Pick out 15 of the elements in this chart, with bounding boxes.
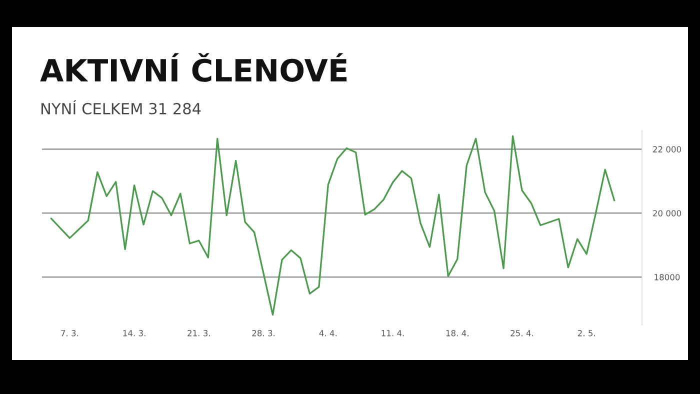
x-tick-label: 18. 4. [446,330,468,336]
chart-subtitle: NYNÍ CELKEM 31 284 [42,100,201,114]
x-tick-label: 25. 4. [510,330,534,336]
x-tick-label: 11. 4. [382,330,404,336]
chart-title: AKTIVNÍ ČLENOVÉ [40,53,347,82]
x-tick-label: 2. 5. [578,330,595,336]
x-tick-label: 28. 3. [252,330,275,336]
y-tick-label: 22 000 [653,146,682,152]
x-tick-label: 7. 3. [61,330,78,336]
y-tick-label: 18000 [654,274,680,280]
x-tick-label: 21. 3. [188,330,210,336]
line-series [50,135,616,316]
x-tick-label: 4. 4. [319,330,337,336]
y-tick-label: 20 000 [653,210,682,216]
x-tick-label: 14. 3. [123,330,146,336]
